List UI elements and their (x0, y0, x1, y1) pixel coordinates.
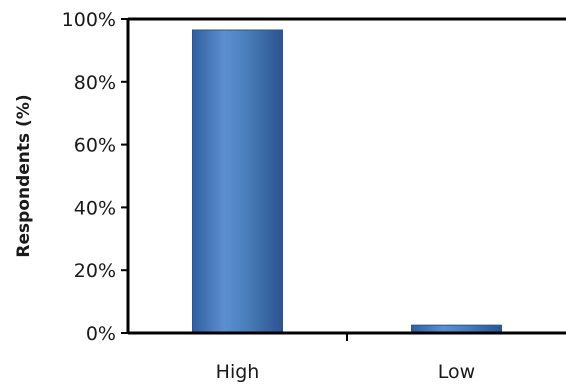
y-tick-label: 80% (74, 72, 116, 94)
y-tick-label: 60% (74, 135, 116, 157)
y-tick-label: 40% (74, 197, 116, 219)
y-tick-label: 20% (74, 260, 116, 282)
y-ticks-group: 0% 20% 40% 60% 80% 100% (62, 9, 128, 345)
y-axis-title: Respondents (%) (14, 94, 34, 257)
x-ticks-group: High Low (216, 333, 475, 383)
bar-high (192, 29, 283, 334)
bars-group (192, 29, 502, 334)
x-tick-label: Low (438, 361, 475, 383)
y-tick-label: 0% (86, 323, 116, 345)
y-tick-label: 100% (62, 9, 116, 31)
x-tick-label: High (216, 361, 260, 383)
